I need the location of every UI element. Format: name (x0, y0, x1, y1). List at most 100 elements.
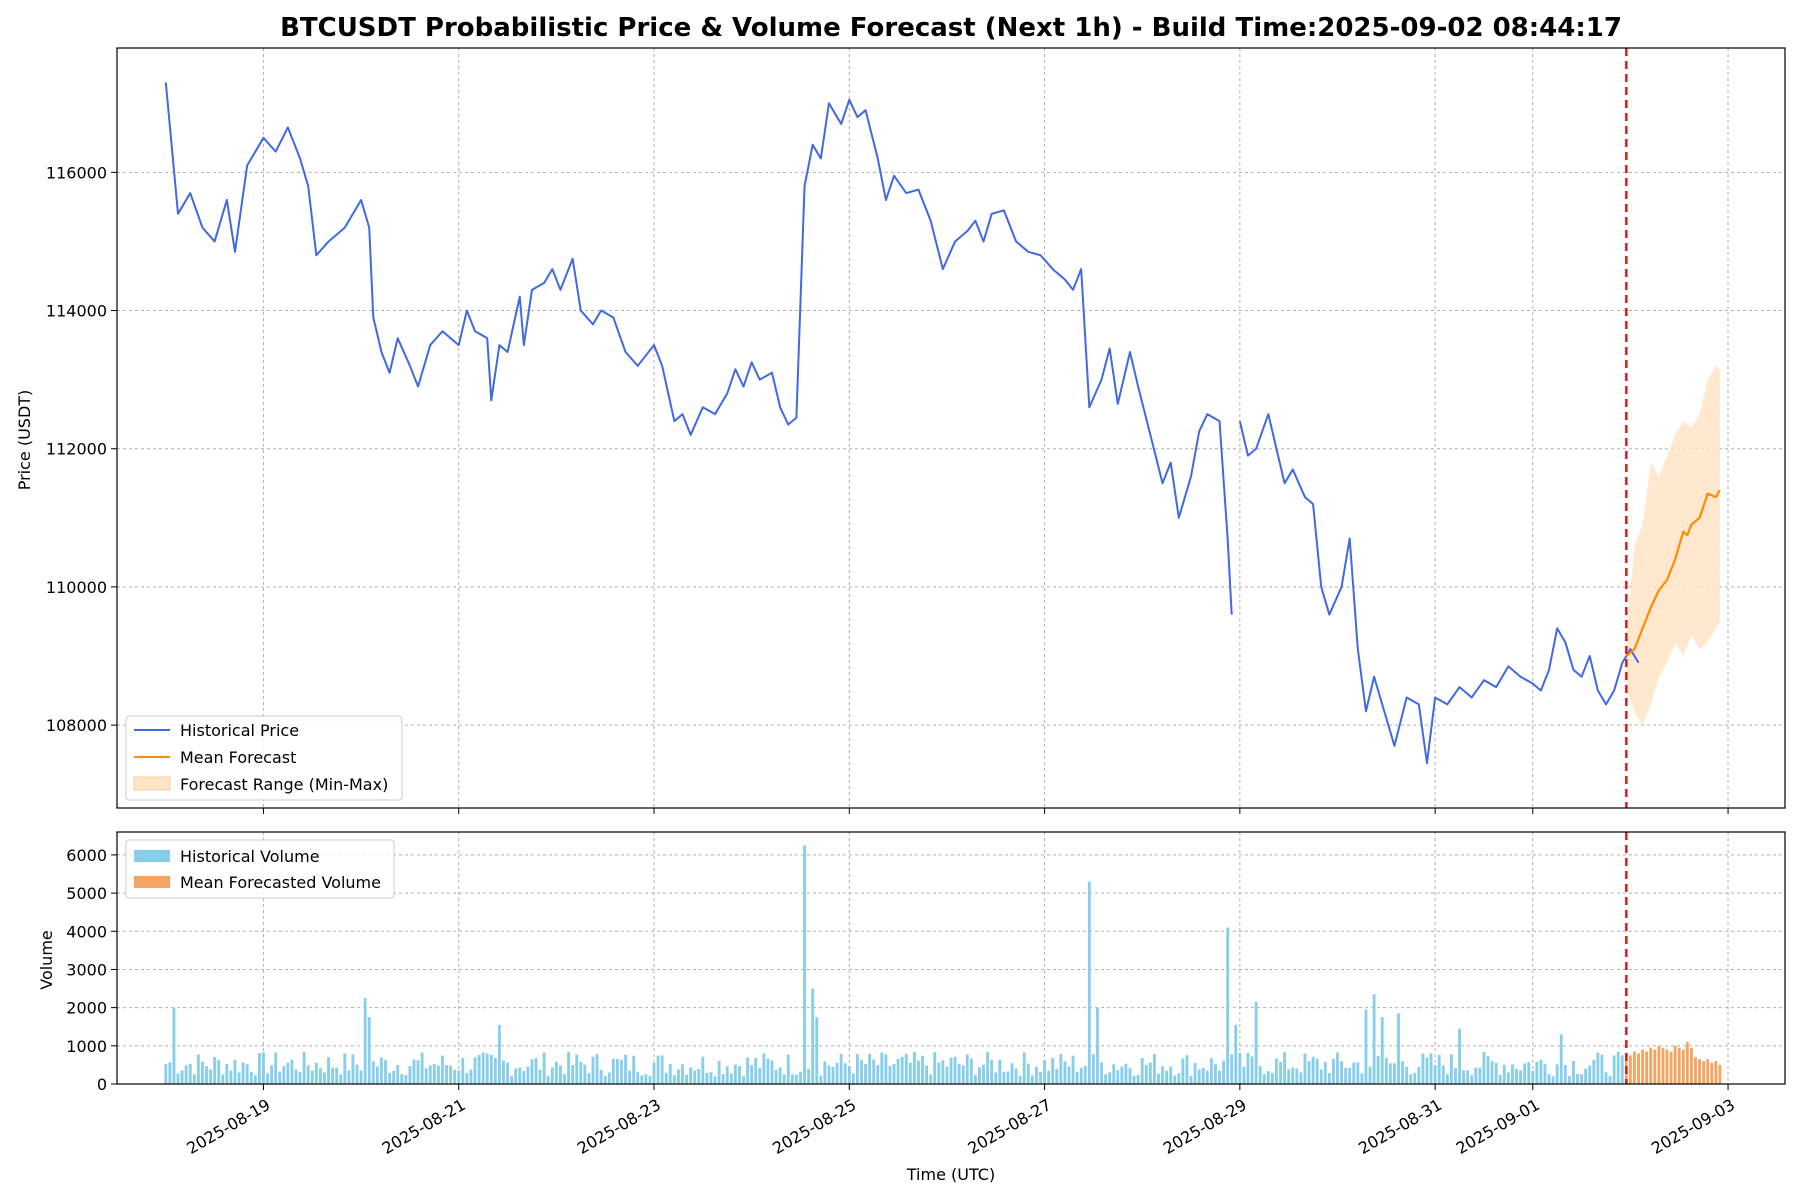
forecast-volume-bar (1641, 1049, 1645, 1084)
historical-volume-bar (404, 1075, 408, 1084)
historical-volume-bar (603, 1075, 607, 1084)
historical-volume-bar (424, 1068, 428, 1084)
historical-volume-bar (697, 1069, 701, 1084)
historical-volume-bar (677, 1069, 680, 1084)
historical-volume-bar (1100, 1062, 1103, 1084)
historical-volume-bar (445, 1065, 448, 1084)
historical-volume-bar (518, 1067, 522, 1084)
historical-volume-bar (1161, 1066, 1164, 1084)
historical-volume-bar (388, 1072, 391, 1084)
historical-volume-bar (595, 1054, 599, 1084)
historical-volume-bar (205, 1066, 208, 1084)
historical-volume-bar (1128, 1068, 1132, 1084)
x-tick-label: 2025-08-31 (1355, 1095, 1445, 1158)
historical-volume-bar (1051, 1057, 1055, 1084)
historical-volume-bar (400, 1074, 404, 1084)
historical-volume-bar (351, 1054, 355, 1084)
historical-volume-bar (1356, 1062, 1360, 1084)
historical-volume-bar (1572, 1060, 1575, 1084)
historical-volume-bar (1246, 1052, 1250, 1084)
historical-volume-bar (461, 1057, 465, 1084)
forecast-volume-bar (1694, 1057, 1697, 1084)
legend-historical-volume-swatch (134, 850, 170, 862)
historical-volume-bar (1401, 1061, 1405, 1084)
volume-legend-box (125, 839, 395, 899)
historical-volume-bar (872, 1059, 876, 1084)
historical-volume-bar (579, 1061, 583, 1084)
price-plot-frame (116, 47, 1786, 809)
historical-volume-bar (176, 1073, 180, 1084)
historical-volume-bar (969, 1058, 973, 1084)
historical-volume-bar (1055, 1068, 1059, 1084)
historical-volume-bar (1214, 1064, 1217, 1084)
historical-volume-bar (497, 1024, 501, 1084)
forecast-volume-bar (1673, 1045, 1677, 1084)
historical-volume-bar (790, 1074, 794, 1084)
historical-volume-bar (774, 1069, 778, 1084)
historical-volume-bar (1132, 1075, 1136, 1084)
historical-volume-bar (1087, 881, 1091, 1084)
historical-volume-bar (660, 1055, 664, 1084)
historical-volume-bar (1091, 1054, 1095, 1084)
historical-volume-bar (681, 1064, 684, 1084)
price-panel: 108000 110000 112000 114000 116000 Historical… (46, 47, 1786, 814)
historical-volume-bar (408, 1066, 412, 1084)
historical-volume-bar (1035, 1066, 1038, 1084)
historical-volume-bar (1157, 1073, 1160, 1084)
historical-volume-bar (766, 1058, 770, 1084)
forecast-volume-bar (1633, 1051, 1636, 1084)
historical-volume-bar (831, 1067, 835, 1084)
historical-volume-bar (436, 1065, 440, 1084)
historical-volume-bar (721, 1074, 725, 1084)
historical-price-line (1238, 413, 1640, 765)
volume-legend: Historical Volume Mean Forecasted Volume (125, 839, 395, 899)
historical-volume-bar (1266, 1071, 1270, 1084)
historical-volume-bar (1148, 1062, 1152, 1084)
historical-volume-bar (266, 1073, 269, 1084)
historical-volume-bar (168, 1062, 172, 1084)
forecast-volume-bar (1637, 1053, 1640, 1084)
volume-y-tick-label: 3000 (66, 960, 107, 979)
historical-volume-bar (611, 1058, 615, 1084)
historical-volume-bar (1482, 1052, 1486, 1084)
historical-volume-bar (1193, 1063, 1197, 1084)
historical-volume-bar (587, 1073, 591, 1084)
historical-volume-bar (1189, 1075, 1193, 1084)
historical-volume-bar (343, 1053, 347, 1084)
historical-volume-bar (188, 1063, 192, 1084)
historical-volume-bar (1559, 1034, 1563, 1084)
historical-volume-bar (396, 1065, 400, 1084)
historical-volume-bar (1433, 1065, 1437, 1084)
historical-volume-bar (640, 1075, 644, 1084)
historical-volume-bar (262, 1052, 265, 1084)
historical-volume-bar (949, 1057, 953, 1084)
historical-volume-bar (1067, 1066, 1071, 1084)
historical-volume-bar (904, 1053, 908, 1084)
legend-historical-volume-label: Historical Volume (180, 847, 320, 866)
historical-volume-bar (380, 1057, 383, 1084)
historical-volume-bar (526, 1066, 530, 1084)
historical-volume-bar (1096, 1007, 1099, 1084)
historical-volume-bar (1466, 1070, 1470, 1084)
legend-mean-forecast-label: Mean Forecast (180, 748, 296, 767)
historical-volume-bar (493, 1057, 497, 1084)
historical-volume-bar (1299, 1072, 1303, 1084)
historical-volume-bar (217, 1060, 221, 1084)
historical-volume-bar (514, 1068, 518, 1084)
forecast-volume-bar (1661, 1047, 1665, 1084)
historical-volume-bar (1462, 1070, 1466, 1084)
historical-volume-bar (758, 1067, 762, 1084)
forecast-volume-bar (1665, 1049, 1669, 1084)
forecast-volume-bar (1649, 1047, 1653, 1084)
legend-historical-price-label: Historical Price (180, 721, 299, 740)
historical-volume-bar (599, 1069, 603, 1084)
historical-volume-bar (656, 1055, 660, 1084)
historical-volume-bar (253, 1075, 257, 1084)
historical-volume-bar (1083, 1066, 1087, 1084)
historical-volume-bar (1006, 1071, 1010, 1084)
historical-volume-bar (982, 1064, 985, 1084)
historical-volume-bar (257, 1053, 261, 1084)
historical-volume-bar (953, 1056, 957, 1084)
forecast-volume-bar (1690, 1047, 1693, 1084)
historical-volume-bar (892, 1064, 896, 1084)
